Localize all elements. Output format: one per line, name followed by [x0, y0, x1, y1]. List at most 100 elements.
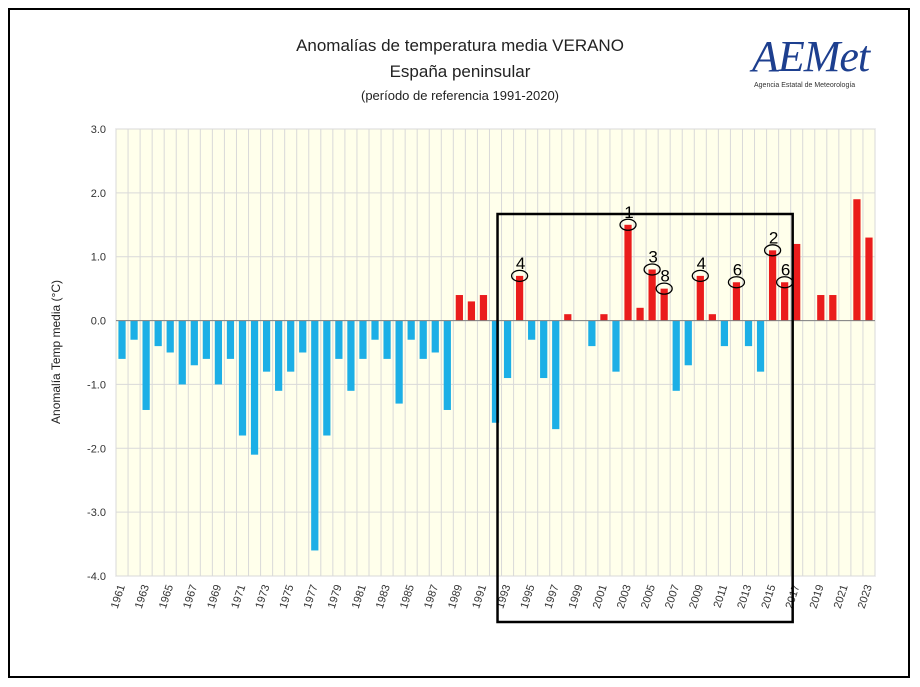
- y-tick-label: -1.0: [87, 379, 106, 391]
- bar-1974: [275, 320, 283, 391]
- x-tick-label: 1971: [229, 583, 248, 610]
- rank-label-1994: 4: [516, 254, 525, 273]
- rank-label-2012: 6: [733, 260, 742, 279]
- x-tick-label: 1963: [133, 583, 152, 610]
- bar-1992: [491, 320, 500, 423]
- bar-1983: [383, 320, 391, 359]
- rank-circle-2012: [727, 276, 746, 289]
- bar-2003: [624, 224, 632, 321]
- bar-2019: [817, 295, 825, 321]
- bar-1970: [226, 320, 235, 359]
- bar-1985: [407, 320, 415, 340]
- x-tick-label: 1965: [157, 583, 176, 610]
- logo-text: AEMet: [752, 32, 870, 81]
- x-tick-label: 2005: [639, 583, 658, 610]
- logo-subtitle: Agencia Estatal de Meteorología: [754, 82, 856, 89]
- x-tick-label: 1989: [446, 583, 465, 610]
- bar-1995: [528, 320, 536, 340]
- x-tick-label: 1991: [470, 583, 489, 610]
- x-tick-label: 1975: [278, 583, 297, 610]
- x-tick-label: 2001: [591, 583, 610, 610]
- bar-2010: [708, 314, 716, 321]
- x-tick-label: 2023: [856, 583, 875, 610]
- y-axis-label: Anomalía Temp media (°C): [49, 280, 63, 424]
- bar-series: [118, 199, 873, 551]
- bar-1991: [479, 295, 488, 321]
- bar-2022: [853, 199, 861, 321]
- y-tick-label: 3.0: [91, 124, 106, 136]
- bar-2000: [588, 320, 596, 347]
- chart-subtitle: España peninsular: [389, 62, 531, 81]
- bar-2005: [648, 269, 656, 321]
- bar-1967: [190, 320, 198, 366]
- bar-2004: [636, 307, 644, 321]
- bar-2006: [660, 288, 668, 321]
- bar-2017: [793, 243, 801, 321]
- bar-1962: [130, 320, 138, 340]
- bar-2011: [720, 320, 729, 347]
- y-axis-ticks: 3.0 2.0 1.0 0.0 -1.0 -2.0 -3.0 -4.0: [87, 124, 106, 583]
- x-tick-label: 1997: [543, 583, 562, 610]
- aemet-logo: AEMet Agencia Estatal de Meteorología: [752, 32, 870, 94]
- bar-1961: [118, 320, 126, 359]
- bar-2001: [600, 314, 608, 321]
- rank-circle-2006: [655, 282, 673, 295]
- x-tick-label: 1979: [326, 583, 345, 610]
- x-tick-label: 1987: [422, 583, 441, 610]
- x-tick-label: 1977: [302, 583, 321, 610]
- bar-2007: [672, 320, 680, 391]
- bar-1975: [287, 320, 295, 372]
- bar-1972: [250, 320, 259, 455]
- bar-1990: [467, 301, 476, 321]
- rank-label-2005: 3: [648, 247, 657, 266]
- bar-1996: [540, 320, 548, 379]
- x-tick-label: 1973: [253, 583, 272, 610]
- bar-1978: [323, 320, 331, 436]
- x-tick-label: 1969: [205, 583, 224, 610]
- x-tick-label: 1999: [567, 583, 586, 610]
- bar-1968: [202, 320, 210, 359]
- bar-2012: [732, 282, 741, 321]
- x-tick-label: 2019: [808, 583, 827, 610]
- bar-2002: [612, 320, 620, 372]
- bar-1986: [419, 320, 427, 359]
- bar-2014: [756, 320, 765, 372]
- x-tick-label: 2011: [712, 583, 731, 609]
- bar-1998: [564, 314, 572, 321]
- bar-2023: [865, 237, 873, 321]
- y-tick-label: 2.0: [91, 188, 106, 200]
- x-tick-label: 1995: [519, 583, 538, 610]
- x-tick-label: 2013: [735, 583, 754, 610]
- bar-1969: [214, 320, 223, 385]
- x-tick-label: 1961: [109, 583, 128, 610]
- aemet-logo-mark: AEMet: [752, 32, 870, 81]
- x-tick-label: 1983: [374, 583, 393, 610]
- bar-1964: [154, 320, 162, 347]
- bar-2013: [744, 320, 753, 347]
- bar-1988: [443, 320, 451, 410]
- rank-label-2009: 4: [697, 254, 706, 273]
- bar-2020: [829, 295, 837, 321]
- x-axis-ticks: 1961 1963 1965 1967 1969 1971 1973 1975 1977 1979…: [109, 583, 875, 610]
- x-tick-label: 1985: [398, 583, 417, 610]
- highlight-box: [496, 212, 794, 624]
- bar-1997: [552, 320, 560, 430]
- rank-circle-2015: [763, 244, 782, 257]
- y-tick-label: 0.0: [91, 316, 106, 328]
- bar-2015: [768, 250, 777, 321]
- rank-label-2006: 8: [660, 267, 669, 286]
- rank-circle-1994: [510, 269, 529, 283]
- rank-circle-2009: [691, 269, 709, 283]
- y-tick-label: -3.0: [87, 507, 106, 519]
- x-tick-label: 2007: [663, 583, 682, 610]
- bar-1989: [455, 295, 463, 321]
- bar-2008: [684, 320, 692, 366]
- reference-period: (período de referencia 1991-2020): [360, 88, 560, 103]
- bar-1965: [166, 320, 174, 353]
- bar-1980: [347, 320, 355, 391]
- y-tick-label: -4.0: [87, 571, 106, 583]
- bar-1971: [238, 320, 247, 436]
- bar-1966: [178, 320, 186, 385]
